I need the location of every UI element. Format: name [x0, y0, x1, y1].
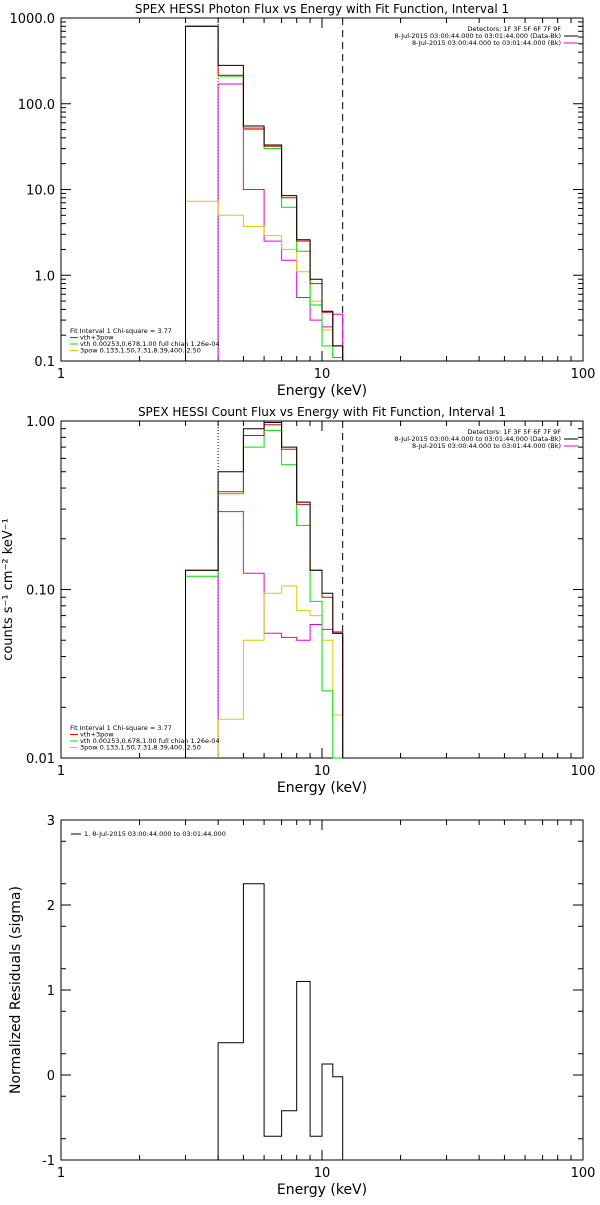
p1-legend-left-entry: 3pow 0.133,1.50,7.31,8.39,400.,2.50 — [80, 347, 201, 355]
p3-y-axis-label: Normalized Residuals (sigma) — [8, 886, 24, 1094]
p1-y-tick-label: 0.1 — [34, 355, 55, 370]
p3-x-tick-label: 1 — [57, 1166, 65, 1181]
p1-title: SPEX HESSI Photon Flux vs Energy with Fi… — [135, 2, 509, 16]
p3-series-total — [217, 883, 344, 1160]
p2-x-tick-label: 10 — [314, 764, 331, 779]
p1-series-vth-plus-3pow — [185, 25, 344, 361]
p1-series-vth — [185, 25, 344, 361]
p3-y-tick-label: 0 — [47, 1069, 55, 1084]
p2-legend-left-entry: vth+3pow — [80, 731, 114, 739]
p1-x-tick-label: 10 — [314, 367, 331, 382]
p3-y-tick-label: -1 — [42, 1154, 55, 1169]
p3-y-tick-label: 3 — [47, 814, 55, 829]
p2-series-total — [185, 422, 344, 758]
p3-y-tick-label: 2 — [47, 899, 55, 914]
p1-series-pow — [185, 200, 344, 361]
p2-x-tick-label: 1 — [57, 764, 65, 779]
p2-legend-right-entry: 8-Jul-2015 03:00:44.000 to 03:01:44.000 … — [394, 435, 561, 443]
p1-x-tick-label: 1 — [57, 367, 65, 382]
p2-legend-right-entry: Detectors: 1F 3F 5F 6F 7F 9F — [467, 428, 561, 436]
p3-x-axis-label: Energy (keV) — [277, 1182, 367, 1198]
p2-title: SPEX HESSI Count Flux vs Energy with Fit… — [138, 405, 506, 419]
p2-legend-left-entry: 3pow 0.133,1.50,7.31,8.39,400.,2.50 — [80, 744, 201, 752]
p3-x-tick-label: 10 — [314, 1166, 331, 1181]
p1-y-tick-label: 1000.0 — [10, 12, 56, 27]
p1-y-tick-label: 1.0 — [34, 269, 55, 284]
p1-y-tick-label: 100.0 — [18, 98, 55, 113]
p1-legend-left-entry: vth 0.00253,0.678,1.00 full chian 1.26e-… — [80, 340, 220, 348]
p3-x-tick-label: 100 — [571, 1166, 596, 1181]
p2-y-axis-label: counts s⁻¹ cm⁻² keV⁻¹ — [1, 518, 16, 661]
p3-y-tick-label: 1 — [47, 984, 55, 999]
p1-series-total — [185, 25, 344, 361]
p2-series-pow — [217, 585, 344, 758]
p2-legend-left-entry: vth 0.00253,0.678,1.00 full chian 1.26e-… — [80, 737, 220, 745]
p2-x-axis-label: Energy (keV) — [277, 780, 367, 796]
p2-y-tick-label: 0.01 — [26, 752, 55, 767]
p2-legend-left-entry: Fit Interval 1 Chi-square = 3.77 — [70, 724, 172, 732]
p2-y-tick-label: 1.00 — [26, 415, 55, 430]
p1-legend-right-entry: Detectors: 1F 3F 5F 6F 7F 9F — [467, 25, 561, 33]
p1-legend-left-entry: Fit Interval 1 Chi-square = 3.77 — [70, 327, 172, 335]
p1-legend-left-entry: vth+3pow — [80, 334, 114, 342]
p3-legend-left-entry: 1. 8-Jul-2015 03:00:44.000 to 03:01:44.0… — [84, 830, 226, 838]
p2-series-vth-plus-3pow — [185, 424, 344, 758]
p1-y-tick-label: 10.0 — [26, 184, 55, 199]
p1-legend-right-entry: 8-Jul-2015 03:00:44.000 to 03:01:44.000 … — [394, 32, 561, 40]
p1-x-axis-label: Energy (keV) — [277, 383, 367, 399]
p2-legend-right-entry: 8-Jul-2015 03:00:44.000 to 03:01:44.000 … — [412, 442, 561, 450]
p2-series-background-model — [217, 511, 344, 758]
p1-legend-right-entry: 8-Jul-2015 03:00:44.000 to 03:01:44.000 … — [412, 39, 561, 47]
p1-series-background-model — [217, 83, 344, 361]
p2-x-tick-label: 100 — [571, 764, 596, 779]
p2-y-tick-label: 0.10 — [26, 584, 55, 599]
p1-x-tick-label: 100 — [571, 367, 596, 382]
